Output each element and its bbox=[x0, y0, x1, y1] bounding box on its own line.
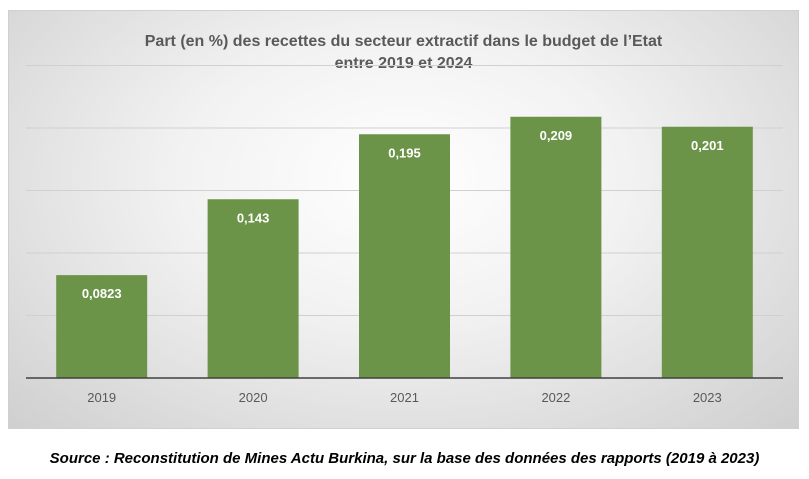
data-label: 0,201 bbox=[691, 138, 724, 153]
chart-frame: Part (en %) des recettes du secteur extr… bbox=[8, 10, 799, 429]
data-label: 0,209 bbox=[540, 128, 573, 143]
x-tick-label: 2023 bbox=[693, 390, 722, 405]
x-tick-label: 2019 bbox=[87, 390, 116, 405]
data-label: 0,0823 bbox=[82, 286, 122, 301]
bar-2021 bbox=[359, 134, 450, 378]
x-tick-label: 2020 bbox=[239, 390, 268, 405]
bar-2019 bbox=[56, 275, 148, 378]
chart-title: Part (en %) des recettes du secteur extr… bbox=[9, 31, 798, 75]
chart-title-line1: Part (en %) des recettes du secteur extr… bbox=[144, 33, 663, 50]
bar-2022 bbox=[510, 116, 602, 378]
x-tick-label: 2021 bbox=[390, 390, 419, 405]
bar-2023 bbox=[661, 126, 753, 378]
data-label: 0,195 bbox=[388, 145, 421, 160]
chart-title-line2: entre 2019 et 2024 bbox=[334, 55, 473, 72]
data-label: 0,143 bbox=[237, 210, 270, 225]
bar-2020 bbox=[207, 199, 299, 378]
x-tick-label: 2022 bbox=[541, 390, 570, 405]
source-caption: Source : Reconstitution de Mines Actu Bu… bbox=[49, 450, 760, 467]
bar-chart: 0,0823 2019 0,143 2020 0,195 2021 0,209 2022 0,2… bbox=[26, 65, 783, 405]
